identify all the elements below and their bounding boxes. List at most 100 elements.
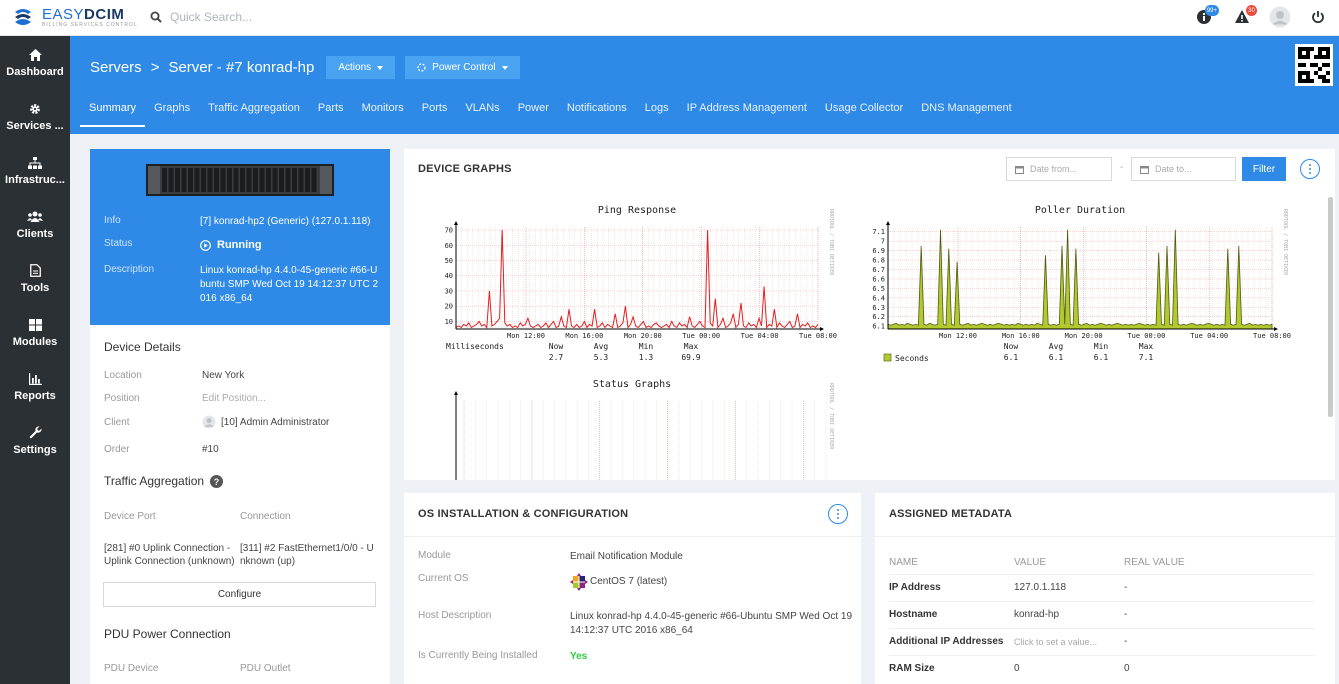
warning-icon bbox=[1235, 10, 1249, 23]
configure-button[interactable]: Configure bbox=[103, 582, 376, 607]
sidebar-item-modules[interactable]: Modules bbox=[0, 306, 70, 360]
server-summary-panel: Info [7] konrad-hp2 (Generic) (127.0.1.1… bbox=[90, 149, 390, 684]
installing-value: Yes bbox=[570, 651, 588, 662]
user-avatar-button[interactable] bbox=[1269, 5, 1291, 29]
host-description-value: Linux konrad-hp 4.4.0-45-generic #66-Ubu… bbox=[570, 611, 853, 636]
edit-position-link[interactable]: Edit Position... bbox=[202, 393, 266, 404]
actions-label: Actions bbox=[338, 62, 372, 73]
sidebar-label: Clients bbox=[16, 227, 54, 240]
connection-value[interactable]: [311] #2 FastEthernet1/0/0 - Unknown (up… bbox=[240, 543, 374, 567]
tab-dns-management[interactable]: DNS Management bbox=[921, 102, 1012, 114]
sidebar-item-clients[interactable]: Clients bbox=[0, 198, 70, 252]
y-tick-label: 6.4 bbox=[872, 294, 885, 302]
status-graphs-chart[interactable]: Status Graphs RRDTOOL / TOBI OETIKER bbox=[404, 373, 844, 480]
sidebar-item-services[interactable]: Services ... bbox=[0, 90, 70, 144]
power-control-dropdown-button[interactable]: Power Control bbox=[405, 56, 520, 79]
ping-response-chart[interactable]: Ping Response 10 20 30 40 50 60 70 Mon 12:00 Mon … bbox=[404, 199, 844, 379]
metadata-value[interactable]: 127.0.1.118 bbox=[1014, 573, 1124, 601]
metadata-value[interactable]: konrad-hp bbox=[1014, 600, 1124, 628]
date-to-input[interactable]: Date to... bbox=[1131, 157, 1236, 181]
tab-power[interactable]: Power bbox=[517, 102, 549, 114]
graphs-options-button[interactable] bbox=[1300, 159, 1320, 179]
status-label: Status bbox=[104, 238, 133, 249]
x-axis-arrow bbox=[1274, 327, 1278, 331]
tab-ports[interactable]: Ports bbox=[421, 102, 448, 114]
tab-monitors[interactable]: Monitors bbox=[361, 102, 404, 114]
tab-graphs[interactable]: Graphs bbox=[154, 102, 191, 114]
client-row: Client [10] Admin Administrator bbox=[104, 415, 329, 429]
sidebar: Dashboard Services ... Infrastruc... Cli… bbox=[0, 36, 70, 684]
y-tick-label: 6.7 bbox=[872, 266, 885, 274]
chart-title: Status Graphs bbox=[593, 379, 671, 390]
info-row: Info [7] konrad-hp2 (Generic) (127.0.1.1… bbox=[104, 215, 380, 229]
legend-stat-value: 2.7 bbox=[549, 353, 564, 362]
sidebar-item-infrastructure[interactable]: Infrastruc... bbox=[0, 144, 70, 198]
client-value[interactable]: [10] Admin Administrator bbox=[202, 415, 329, 429]
breadcrumb-servers-link[interactable]: Servers bbox=[90, 59, 142, 76]
tab-usage-collector[interactable]: Usage Collector bbox=[824, 102, 904, 114]
power-icon bbox=[1312, 11, 1324, 24]
qr-code[interactable] bbox=[1295, 44, 1333, 86]
tab-traffic-aggregation[interactable]: Traffic Aggregation bbox=[208, 102, 300, 114]
date-to-placeholder: Date to... bbox=[1155, 164, 1192, 174]
legend-series-name: Milliseconds bbox=[446, 342, 504, 351]
module-label: Module bbox=[418, 550, 451, 561]
poller-duration-chart[interactable]: Poller Duration 6.1 6.26.3 6.46.5 6.66.76.8 6… bbox=[858, 199, 1298, 379]
legend-stat-value: 5.3 bbox=[594, 353, 609, 362]
help-icon[interactable]: ? bbox=[210, 474, 224, 488]
logout-button[interactable] bbox=[1307, 5, 1329, 29]
x-tick-label: Mon 20:00 bbox=[624, 332, 662, 340]
alerts-button[interactable]: 30 bbox=[1231, 5, 1257, 29]
alert-badge: 30 bbox=[1246, 5, 1257, 16]
date-from-input[interactable]: Date from... bbox=[1006, 157, 1112, 181]
metadata-real-value: 0 bbox=[1124, 654, 1315, 682]
device-port-value[interactable]: [281] #0 Uplink Connection - Uplink Conn… bbox=[104, 543, 235, 567]
host-description-row: Host Description Linux konrad-hp 4.4.0-4… bbox=[418, 610, 855, 638]
logo-icon bbox=[15, 9, 31, 25]
sidebar-item-reports[interactable]: Reports bbox=[0, 360, 70, 414]
x-tick-label: Mon 16:00 bbox=[565, 332, 603, 340]
filter-button[interactable]: Filter bbox=[1242, 157, 1286, 181]
sidebar-item-settings[interactable]: Settings bbox=[0, 414, 70, 468]
server-chassis-image bbox=[146, 164, 334, 196]
y-axis-arrow bbox=[454, 391, 458, 395]
sidebar-item-dashboard[interactable]: Dashboard bbox=[0, 36, 70, 90]
position-row: Position Edit Position... bbox=[104, 393, 266, 404]
info-value: [7] konrad-hp2 (Generic) (127.0.1.118) bbox=[200, 216, 371, 227]
installing-row: Is Currently Being Installed Yes bbox=[418, 650, 855, 664]
description-label: Description bbox=[104, 264, 155, 275]
top-bar: EASYDCIM BILLING SERVICES CONTROL 99+ 30 bbox=[0, 0, 1339, 36]
table-header-row: NAME VALUE REAL VALUE bbox=[889, 552, 1315, 574]
tab-notifications[interactable]: Notifications bbox=[566, 102, 627, 114]
pdu-device-header: PDU Device bbox=[104, 663, 159, 674]
logo-subtitle: BILLING SERVICES CONTROL bbox=[42, 21, 138, 28]
actions-dropdown-button[interactable]: Actions bbox=[326, 56, 396, 79]
sidebar-item-tools[interactable]: Tools bbox=[0, 252, 70, 306]
metadata-name: IP Address bbox=[889, 573, 1014, 601]
tab-summary[interactable]: Summary bbox=[80, 102, 146, 127]
y-tick-label: 50 bbox=[445, 257, 453, 265]
y-tick-label: 6.8 bbox=[872, 257, 885, 265]
tab-parts[interactable]: Parts bbox=[317, 102, 344, 114]
tab-vlans[interactable]: VLANs bbox=[465, 102, 500, 114]
current-os-text: CentOS 7 (latest) bbox=[590, 576, 668, 587]
graphs-scrollbar[interactable] bbox=[1328, 197, 1333, 417]
info-notifications-button[interactable]: 99+ bbox=[1193, 5, 1219, 29]
legend-stat-label: Now bbox=[1004, 342, 1019, 351]
search-input[interactable] bbox=[170, 10, 370, 24]
order-label: Order bbox=[104, 444, 130, 455]
chart-title: Ping Response bbox=[598, 205, 676, 216]
tab-logs[interactable]: Logs bbox=[644, 102, 669, 114]
search-icon bbox=[150, 11, 162, 23]
table-row: IP Address 127.0.1.118 - bbox=[889, 573, 1315, 601]
metadata-value[interactable]: 0 bbox=[1014, 654, 1124, 682]
calendar-icon bbox=[1140, 165, 1149, 174]
device-graphs-title: DEVICE GRAPHS bbox=[418, 163, 512, 175]
logo[interactable]: EASYDCIM BILLING SERVICES CONTROL bbox=[12, 6, 138, 28]
quick-search bbox=[150, 10, 370, 24]
x-tick-label: Mon 20:00 bbox=[1065, 332, 1103, 340]
tab-ip-address-management[interactable]: IP Address Management bbox=[686, 102, 807, 114]
metadata-value[interactable]: Click to set a value... bbox=[1014, 627, 1124, 655]
y-axis-arrow bbox=[886, 221, 890, 225]
os-options-button[interactable] bbox=[828, 504, 848, 524]
